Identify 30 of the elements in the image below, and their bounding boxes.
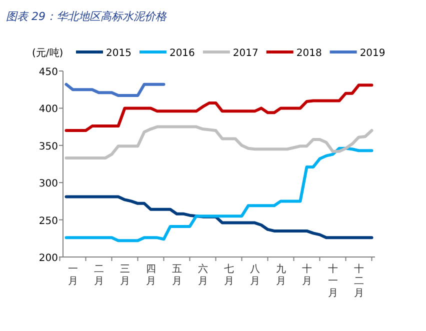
x-tick-label: 五月 xyxy=(172,264,182,287)
legend-label: 2018 xyxy=(296,48,322,59)
x-tick-label: 九月 xyxy=(276,263,286,287)
x-tick-label: 十月 xyxy=(302,263,312,287)
line-series xyxy=(64,125,374,160)
legend-label: 2016 xyxy=(169,48,195,59)
y-tick-label: 200 xyxy=(38,253,58,264)
y-tick-label: 300 xyxy=(38,178,58,190)
x-tick-label: 十二月 xyxy=(354,263,364,299)
legend-label: 2017 xyxy=(232,48,258,59)
y-tick-label: 450 xyxy=(38,67,58,78)
legend-label: 2019 xyxy=(360,48,386,59)
line-series xyxy=(64,195,374,240)
x-tick-label: 八月 xyxy=(250,264,260,287)
y-tick-label: 400 xyxy=(38,104,58,116)
y-axis-title: (元/吨) xyxy=(32,47,64,59)
x-tick-label: 十一月 xyxy=(328,263,338,299)
legend-label: 2015 xyxy=(106,48,132,59)
x-tick-label: 二月 xyxy=(94,264,104,287)
line-series xyxy=(64,84,374,132)
x-tick-label: 七月 xyxy=(224,263,234,287)
x-tick-label: 四月 xyxy=(146,264,156,287)
x-tick-label: 六月 xyxy=(198,263,208,287)
line-series xyxy=(64,146,374,242)
y-tick-label: 350 xyxy=(38,141,58,152)
x-tick-label: 一月 xyxy=(68,264,78,287)
line-series xyxy=(64,82,166,98)
chart-title: 图表 29：华北地区高标水泥价格 xyxy=(6,10,168,23)
y-tick-label: 250 xyxy=(38,216,58,227)
x-tick-label: 三月 xyxy=(120,264,130,287)
